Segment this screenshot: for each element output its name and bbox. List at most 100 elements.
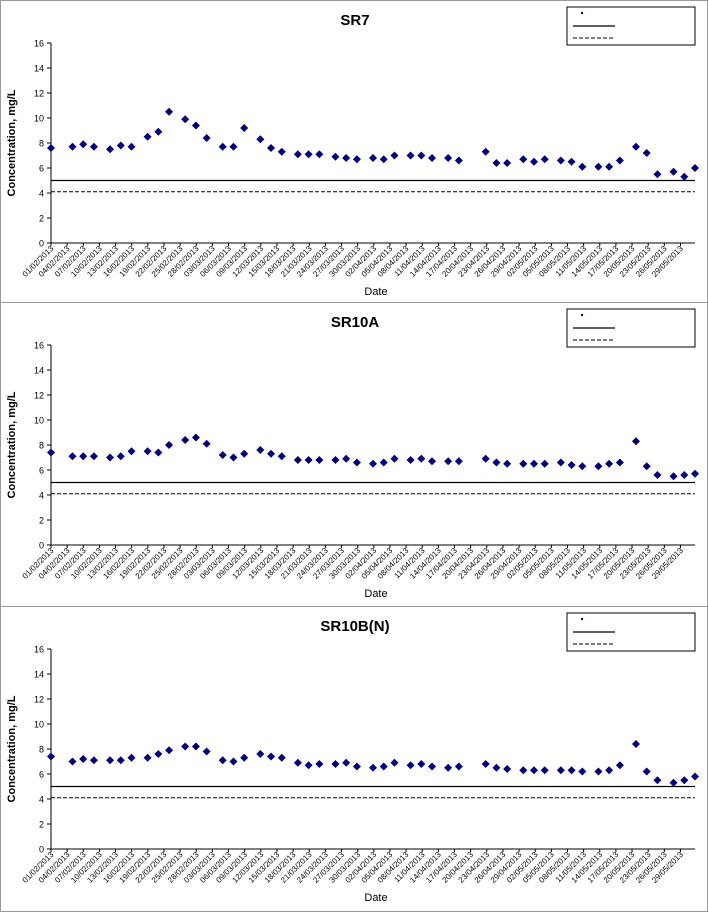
y-tick-label: 8 (39, 745, 44, 755)
data-point (691, 164, 699, 172)
data-point (331, 456, 340, 464)
y-tick-label: 2 (39, 214, 44, 224)
y-tick-label: 0 (39, 541, 44, 551)
legend (566, 308, 696, 348)
data-point (578, 462, 587, 471)
data-point (256, 135, 265, 144)
data-point (293, 150, 302, 159)
data-point (293, 758, 302, 767)
data-point (642, 462, 651, 471)
legend-marker-data (581, 618, 583, 620)
y-tick-label: 6 (39, 770, 44, 780)
data-point (503, 459, 512, 468)
data-point (331, 760, 340, 768)
data-point (530, 766, 538, 775)
data-point (143, 132, 152, 141)
data-point (277, 147, 286, 156)
data-point (417, 454, 426, 463)
data-point (191, 433, 200, 442)
data-point (653, 170, 662, 179)
data-point (556, 156, 565, 165)
data-point (277, 753, 286, 762)
legend-marker-data (581, 314, 583, 316)
y-tick-label: 6 (39, 164, 44, 174)
data-point (454, 457, 463, 466)
data-point (556, 766, 565, 775)
data-point (143, 753, 152, 762)
chart-title: SR7 (340, 12, 369, 29)
data-point (293, 456, 302, 464)
data-point (417, 151, 426, 160)
data-point (315, 760, 324, 768)
data-point (191, 121, 200, 130)
data-point (481, 760, 490, 768)
y-tick-label: 8 (39, 441, 44, 451)
data-point (304, 456, 313, 464)
data-point (89, 756, 98, 765)
data-point (229, 453, 238, 462)
data-point (218, 142, 227, 151)
y-tick-label: 6 (39, 466, 44, 476)
data-point (342, 758, 351, 767)
y-tick-label: 10 (34, 416, 44, 426)
data-point (229, 142, 238, 151)
data-point (540, 459, 549, 468)
data-point (492, 159, 501, 167)
data-point (594, 162, 603, 171)
y-tick-label: 12 (34, 391, 44, 401)
data-point (267, 449, 276, 458)
y-tick-label: 12 (34, 89, 44, 99)
data-point (267, 752, 276, 761)
data-point (428, 154, 437, 162)
x-axis-label: Date (364, 892, 387, 904)
data-point (68, 757, 77, 766)
data-point (642, 149, 651, 157)
data-point (218, 756, 227, 765)
data-point (428, 762, 437, 771)
data-point (428, 457, 437, 466)
chart-sr10bn: SR10B(N) Concentration, mg/L 0 2 4 6 8 10 12 14 16… (6, 612, 699, 904)
data-point (267, 144, 276, 152)
data-point (444, 457, 453, 466)
y-tick-label: 10 (34, 114, 44, 124)
data-point (256, 446, 265, 454)
panel-divider (1, 606, 707, 607)
data-point (79, 755, 88, 763)
data-point (369, 763, 377, 772)
data-point (154, 448, 163, 457)
data-point (615, 156, 624, 165)
data-point (615, 458, 624, 467)
data-point (680, 172, 689, 181)
data-point (106, 756, 115, 765)
data-point (669, 472, 678, 481)
data-point (390, 151, 399, 160)
data-point (578, 162, 587, 171)
y-tick-label: 4 (39, 189, 44, 199)
data-point (444, 763, 453, 772)
y-tick-label: 12 (34, 695, 44, 705)
data-point (605, 766, 614, 775)
data-point (454, 762, 463, 771)
data-point (342, 454, 351, 463)
data-point (127, 142, 136, 151)
data-point (492, 763, 501, 772)
data-point (127, 753, 136, 762)
data-point (47, 448, 55, 457)
data-point (691, 469, 699, 478)
data-point (79, 140, 88, 149)
data-point (181, 436, 190, 444)
data-point (202, 439, 211, 448)
legend-marker-data (581, 12, 583, 14)
data-point (492, 458, 501, 467)
data-point (218, 451, 227, 459)
data-point (406, 761, 415, 770)
y-axis-label: Concentration, mg/L (6, 391, 18, 498)
data-point (352, 458, 361, 467)
data-point (605, 162, 614, 171)
y-tick-label: 8 (39, 139, 44, 149)
data-point (691, 772, 699, 781)
y-axis-label: Concentration, mg/L (6, 89, 18, 196)
